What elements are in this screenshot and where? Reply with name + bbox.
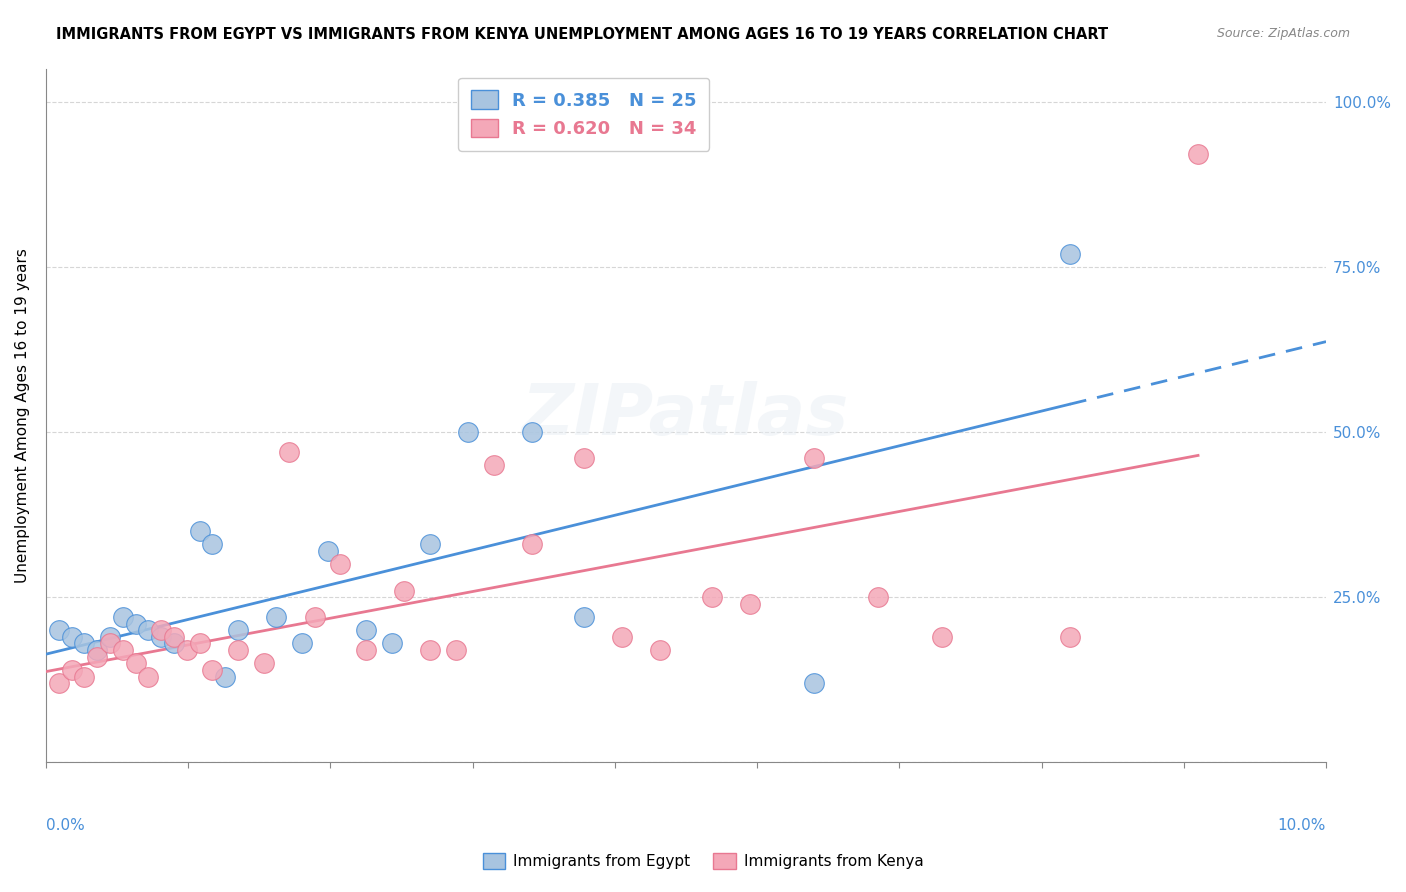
Point (866, 591, 889, 605)
Text: Source: ZipAtlas.com: Source: ZipAtlas.com (1216, 27, 1350, 40)
Point (419, 643, 441, 657)
Point (188, 524, 211, 538)
Point (381, 636, 404, 650)
Point (419, 537, 441, 551)
Point (304, 610, 326, 624)
Legend: Immigrants from Egypt, Immigrants from Kenya: Immigrants from Egypt, Immigrants from K… (477, 847, 929, 875)
Point (214, 669, 236, 683)
Point (111, 610, 134, 624)
Y-axis label: Unemployment Among Ages 16 to 19 years: Unemployment Among Ages 16 to 19 years (15, 248, 30, 583)
Point (138, 669, 160, 683)
Point (522, 537, 544, 551)
Point (278, 445, 301, 459)
Text: 10.0%: 10.0% (1278, 818, 1326, 833)
Point (124, 616, 146, 631)
Point (226, 643, 249, 657)
Point (444, 643, 467, 657)
Point (1059, 246, 1081, 260)
Point (1059, 630, 1081, 644)
Text: ZIPatlas: ZIPatlas (522, 381, 849, 450)
Point (138, 624, 160, 638)
Point (1187, 147, 1209, 161)
Point (86, 643, 108, 657)
Text: 0.0%: 0.0% (46, 818, 84, 833)
Point (457, 425, 479, 439)
Legend: R = 0.385   N = 25, R = 0.620   N = 34: R = 0.385 N = 25, R = 0.620 N = 34 (458, 78, 709, 151)
Point (572, 610, 595, 624)
Point (150, 630, 173, 644)
Point (291, 636, 314, 650)
Point (73, 636, 96, 650)
Point (700, 591, 723, 605)
Point (201, 663, 224, 677)
Point (316, 544, 339, 558)
Point (176, 643, 198, 657)
Point (803, 451, 825, 466)
Text: IMMIGRANTS FROM EGYPT VS IMMIGRANTS FROM KENYA UNEMPLOYMENT AMONG AGES 16 TO 19 : IMMIGRANTS FROM EGYPT VS IMMIGRANTS FROM… (56, 27, 1108, 42)
Point (266, 610, 288, 624)
Point (394, 583, 416, 598)
Point (226, 624, 249, 638)
Point (738, 597, 761, 611)
Point (73, 669, 96, 683)
Point (482, 458, 505, 472)
Point (610, 630, 633, 644)
Point (931, 630, 953, 644)
Point (329, 557, 352, 571)
Point (252, 657, 274, 671)
Point (111, 643, 134, 657)
Point (98, 630, 121, 644)
Point (188, 636, 211, 650)
Point (60, 630, 83, 644)
Point (86, 649, 108, 664)
Point (522, 425, 544, 439)
Point (60, 663, 83, 677)
Point (803, 676, 825, 690)
Point (354, 624, 377, 638)
Point (48, 676, 70, 690)
Point (150, 624, 173, 638)
Point (354, 643, 377, 657)
Point (124, 657, 146, 671)
Point (48, 624, 70, 638)
Point (98, 636, 121, 650)
Point (163, 630, 186, 644)
Point (572, 451, 595, 466)
Point (163, 636, 186, 650)
Point (650, 643, 672, 657)
Point (201, 537, 224, 551)
